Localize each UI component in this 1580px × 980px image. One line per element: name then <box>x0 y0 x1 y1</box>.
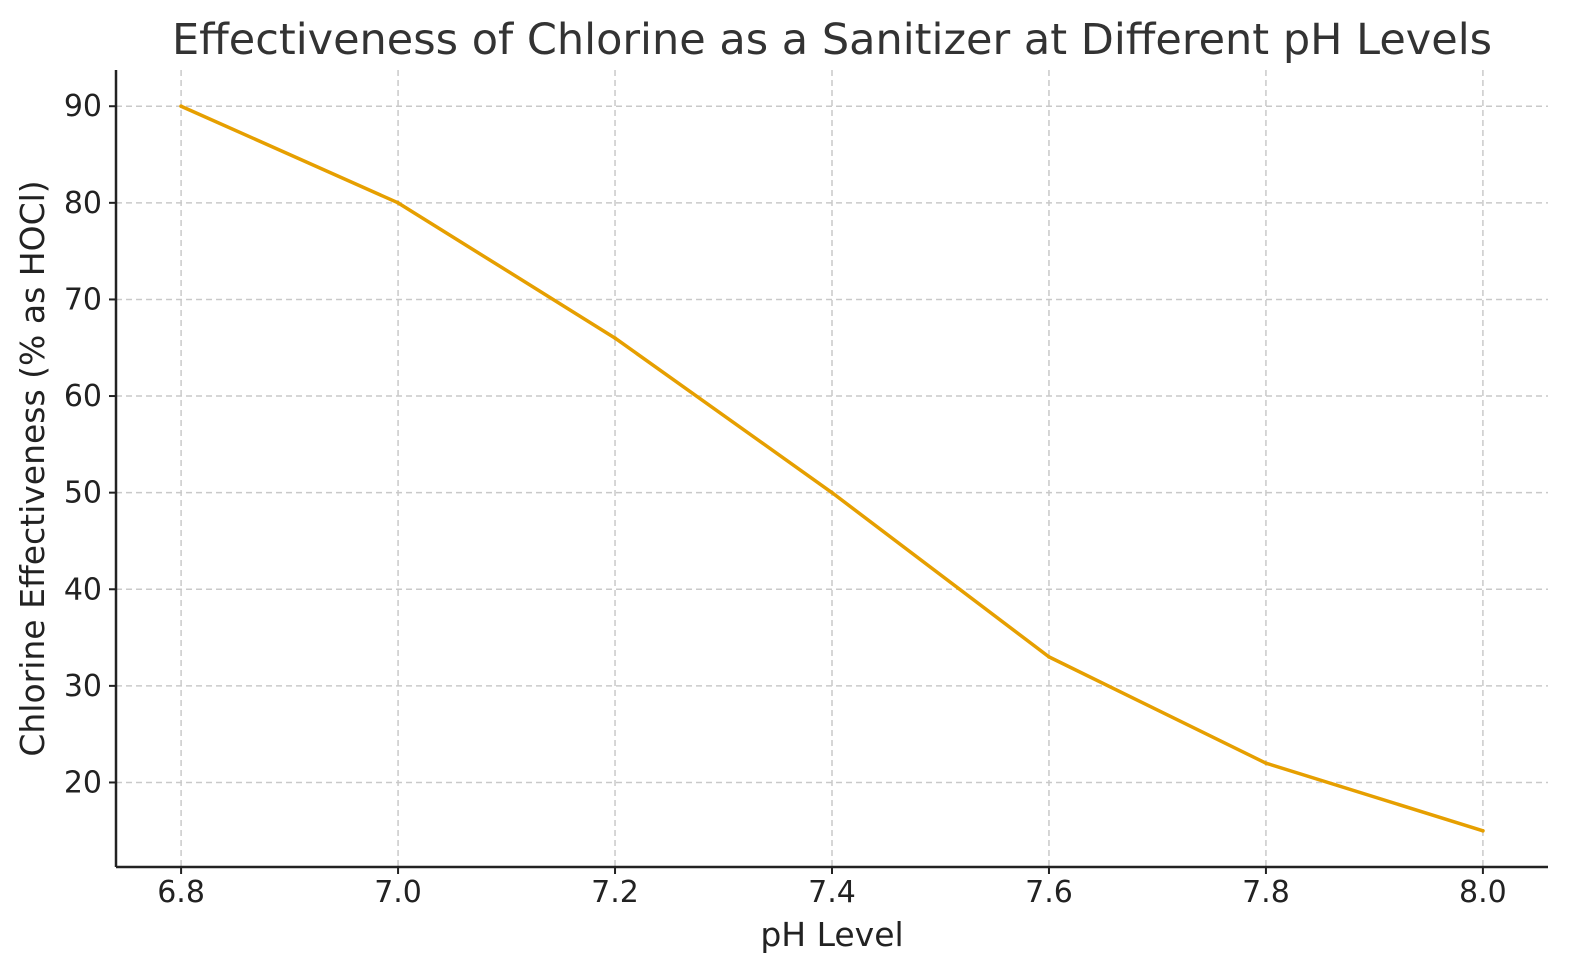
x-tick-label: 7.0 <box>374 875 422 910</box>
y-tick-label: 80 <box>64 186 102 221</box>
x-tick-label: 7.2 <box>591 875 639 910</box>
ticks: 6.8 7.0 7.2 7.4 7.6 7.8 8.0 20 30 40 50 60 70 80 90 <box>64 89 1507 910</box>
x-axis-label: pH Level <box>760 915 903 954</box>
x-tick-label: 7.8 <box>1242 875 1290 910</box>
data-point <box>1047 655 1051 659</box>
data-point <box>1481 828 1485 833</box>
y-tick-label: 70 <box>64 282 102 317</box>
y-tick-label: 50 <box>64 476 102 511</box>
data-point <box>396 201 400 205</box>
series <box>179 104 1485 833</box>
y-tick-label: 30 <box>64 669 102 704</box>
y-tick-label: 40 <box>64 572 102 607</box>
y-tick-label: 60 <box>64 379 102 414</box>
data-point <box>613 336 617 340</box>
grid <box>116 70 1548 867</box>
y-tick-label: 90 <box>64 89 102 124</box>
chart-title: Effectiveness of Chlorine as a Sanitizer… <box>172 15 1492 65</box>
y-tick-label: 20 <box>64 765 102 800</box>
axes <box>114 70 1548 869</box>
x-tick-label: 7.6 <box>1025 875 1073 910</box>
data-point <box>179 104 183 109</box>
x-tick-label: 7.4 <box>808 875 856 910</box>
x-tick-label: 6.8 <box>157 875 205 910</box>
data-point <box>1264 761 1268 765</box>
data-point <box>830 490 834 495</box>
x-tick-label: 8.0 <box>1459 875 1507 910</box>
y-axis-label: Chlorine Effectiveness (% as HOCl) <box>13 180 52 756</box>
